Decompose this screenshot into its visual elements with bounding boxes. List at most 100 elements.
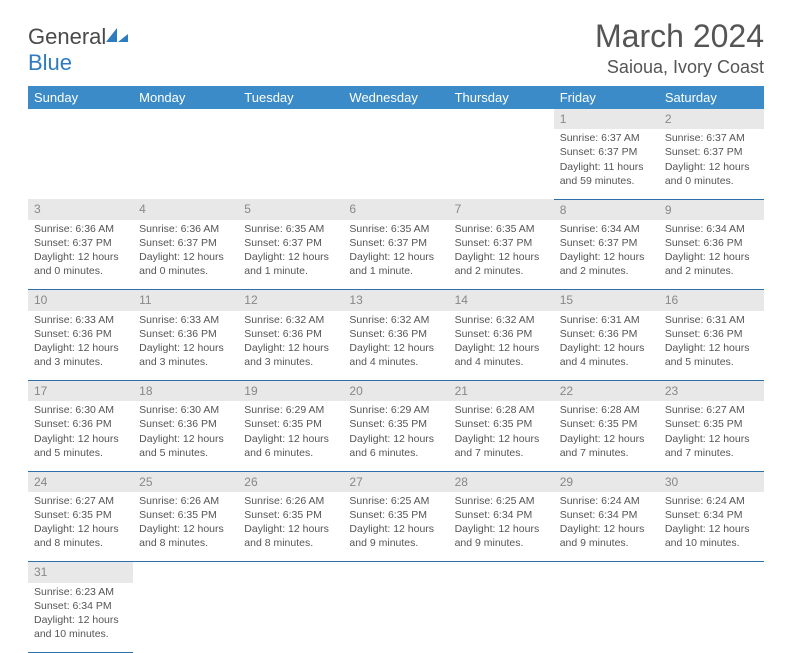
daylight-line: Daylight: 12 hours and 3 minutes. (244, 341, 337, 369)
day-number: 14 (449, 290, 554, 311)
sunset-line: Sunset: 6:36 PM (244, 327, 337, 341)
day-number: 16 (659, 290, 764, 311)
sunset-line: Sunset: 6:36 PM (455, 327, 548, 341)
daylight-line: Daylight: 12 hours and 1 minute. (244, 250, 337, 278)
weekday-header: Sunday (28, 86, 133, 109)
week-row: Sunrise: 6:36 AMSunset: 6:37 PMDaylight:… (28, 220, 764, 290)
day-cell: Sunrise: 6:32 AMSunset: 6:36 PMDaylight:… (238, 311, 343, 381)
day-cell-inner: Sunrise: 6:29 AMSunset: 6:35 PMDaylight:… (238, 401, 343, 464)
sunset-line: Sunset: 6:34 PM (455, 508, 548, 522)
day-cell: Sunrise: 6:32 AMSunset: 6:36 PMDaylight:… (449, 311, 554, 381)
sunset-line: Sunset: 6:36 PM (665, 327, 758, 341)
day-cell-inner: Sunrise: 6:30 AMSunset: 6:36 PMDaylight:… (133, 401, 238, 464)
daylight-line: Daylight: 12 hours and 4 minutes. (560, 341, 653, 369)
day-cell: Sunrise: 6:34 AMSunset: 6:36 PMDaylight:… (659, 220, 764, 290)
daylight-line: Daylight: 12 hours and 10 minutes. (665, 522, 758, 550)
day-number: 30 (659, 471, 764, 492)
day-cell (449, 583, 554, 653)
week-row: Sunrise: 6:27 AM Sunset: 6:35 PM Daylight:… (28, 492, 764, 562)
day-number: 20 (343, 381, 448, 402)
day-number: 6 (343, 199, 448, 220)
week-row: Sunrise: 6:30 AMSunset: 6:36 PMDaylight:… (28, 401, 764, 471)
day-cell-inner: Sunrise: 6:32 AMSunset: 6:36 PMDaylight:… (449, 311, 554, 374)
sunset-line: Sunset: 6:35 PM (244, 417, 337, 431)
day-cell: Sunrise: 6:25 AMSunset: 6:35 PMDaylight:… (343, 492, 448, 562)
day-cell-inner: Sunrise: 6:25 AMSunset: 6:34 PMDaylight:… (449, 492, 554, 555)
day-cell: Sunrise: 6:32 AMSunset: 6:36 PMDaylight:… (343, 311, 448, 381)
day-cell (133, 129, 238, 199)
daylight-line: Daylight: 12 hours and 8 minutes. (244, 522, 337, 550)
page: GeneralBlue March 2024 Saioua, Ivory Coa… (0, 0, 792, 612)
day-cell-inner: Sunrise: 6:24 AMSunset: 6:34 PMDaylight:… (554, 492, 659, 555)
day-cell: Sunrise: 6:26 AMSunset: 6:35 PMDaylight:… (133, 492, 238, 562)
sunrise-line: Sunrise: 6:26 AM (244, 494, 337, 508)
daylight-line: Daylight: 12 hours and 4 minutes. (455, 341, 548, 369)
daylight-line: Daylight: 12 hours and 0 minutes. (139, 250, 232, 278)
sunset-line: Sunset: 6:34 PM (34, 599, 127, 613)
weekday-header: Saturday (659, 86, 764, 109)
day-cell-inner: Sunrise: 6:29 AMSunset: 6:35 PMDaylight:… (343, 401, 448, 464)
sunrise-line: Sunrise: 6:25 AM (455, 494, 548, 508)
sunset-line: Sunset: 6:36 PM (560, 327, 653, 341)
sunrise-line: Sunrise: 6:31 AM (665, 313, 758, 327)
day-number: 29 (554, 471, 659, 492)
day-cell (28, 129, 133, 199)
day-number (659, 562, 764, 583)
day-cell-inner: Sunrise: 6:34 AMSunset: 6:37 PMDaylight:… (554, 220, 659, 283)
logo-text: GeneralBlue (28, 24, 128, 76)
daylight-line: Daylight: 12 hours and 4 minutes. (349, 341, 442, 369)
sunrise-line: Sunrise: 6:35 AM (349, 222, 442, 236)
day-number: 31 (28, 562, 133, 583)
day-number: 5 (238, 199, 343, 220)
day-cell: Sunrise: 6:31 AMSunset: 6:36 PMDaylight:… (659, 311, 764, 381)
day-cell: Sunrise: 6:35 AMSunset: 6:37 PMDaylight:… (449, 220, 554, 290)
sunset-line: Sunset: 6:35 PM (349, 508, 442, 522)
daynum-row: 3456789 (28, 199, 764, 220)
sunset-line: Sunset: 6:36 PM (665, 236, 758, 250)
day-cell: Sunrise: 6:23 AMSunset: 6:34 PMDaylight:… (28, 583, 133, 653)
day-cell: Sunrise: 6:31 AMSunset: 6:36 PMDaylight:… (554, 311, 659, 381)
day-cell-inner: Sunrise: 6:31 AMSunset: 6:36 PMDaylight:… (554, 311, 659, 374)
daylight-line: Daylight: 12 hours and 7 minutes. (665, 432, 758, 460)
daynum-row: 31 (28, 562, 764, 583)
day-cell-inner: Sunrise: 6:33 AMSunset: 6:36 PMDaylight:… (133, 311, 238, 374)
sunset-line: Sunset: 6:37 PM (34, 236, 127, 250)
weekday-header: Friday (554, 86, 659, 109)
sunrise-line: Sunrise: 6:32 AM (455, 313, 548, 327)
sunset-line: Sunset: 6:37 PM (665, 145, 758, 159)
day-cell-inner: Sunrise: 6:32 AMSunset: 6:36 PMDaylight:… (343, 311, 448, 374)
day-cell: Sunrise: 6:27 AMSunset: 6:35 PMDaylight:… (28, 492, 133, 562)
day-cell-inner: Sunrise: 6:26 AMSunset: 6:35 PMDaylight:… (238, 492, 343, 555)
day-cell-inner: Sunrise: 6:36 AMSunset: 6:37 PMDaylight:… (28, 220, 133, 283)
daylight-line: Daylight: 12 hours and 5 minutes. (139, 432, 232, 460)
day-number: 4 (133, 199, 238, 220)
sunrise-line: Sunrise: 6:27 AM (34, 494, 127, 508)
sunrise-line: Sunrise: 6:33 AM (34, 313, 127, 327)
sunset-line: Sunset: 6:37 PM (139, 236, 232, 250)
sunset-line: Sunset: 6:35 PM (455, 417, 548, 431)
sunrise-line: Sunrise: 6:34 AM (560, 222, 653, 236)
sunrise-line: Sunrise: 6:37 AM (560, 131, 653, 145)
daylight-line: Daylight: 12 hours and 10 minutes. (34, 613, 127, 641)
day-cell: Sunrise: 6:33 AMSunset: 6:36 PMDaylight:… (133, 311, 238, 381)
daylight-line: Daylight: 12 hours and 9 minutes. (455, 522, 548, 550)
sunset-line: Sunset: 6:37 PM (455, 236, 548, 250)
day-cell: Sunrise: 6:24 AMSunset: 6:34 PMDaylight:… (659, 492, 764, 562)
day-cell: Sunrise: 6:28 AMSunset: 6:35 PMDaylight:… (554, 401, 659, 471)
day-number (449, 109, 554, 129)
sunset-line: Sunset: 6:36 PM (139, 327, 232, 341)
day-number: 25 (133, 471, 238, 492)
page-subtitle: Saioua, Ivory Coast (595, 57, 764, 78)
sunrise-line: Sunrise: 6:35 AM (244, 222, 337, 236)
day-cell: Sunrise: 6:37 AMSunset: 6:37 PMDaylight:… (659, 129, 764, 199)
day-cell: Sunrise: 6:28 AMSunset: 6:35 PMDaylight:… (449, 401, 554, 471)
day-cell: Sunrise: 6:29 AMSunset: 6:35 PMDaylight:… (343, 401, 448, 471)
weekday-header: Tuesday (238, 86, 343, 109)
day-cell: Sunrise: 6:36 AMSunset: 6:37 PMDaylight:… (133, 220, 238, 290)
daylight-line: Daylight: 12 hours and 8 minutes. (139, 522, 232, 550)
day-cell: Sunrise: 6:34 AMSunset: 6:37 PMDaylight:… (554, 220, 659, 290)
day-number: 11 (133, 290, 238, 311)
day-cell-inner: Sunrise: 6:23 AMSunset: 6:34 PMDaylight:… (28, 583, 133, 646)
sunrise-line: Sunrise: 6:28 AM (560, 403, 653, 417)
day-cell (343, 129, 448, 199)
